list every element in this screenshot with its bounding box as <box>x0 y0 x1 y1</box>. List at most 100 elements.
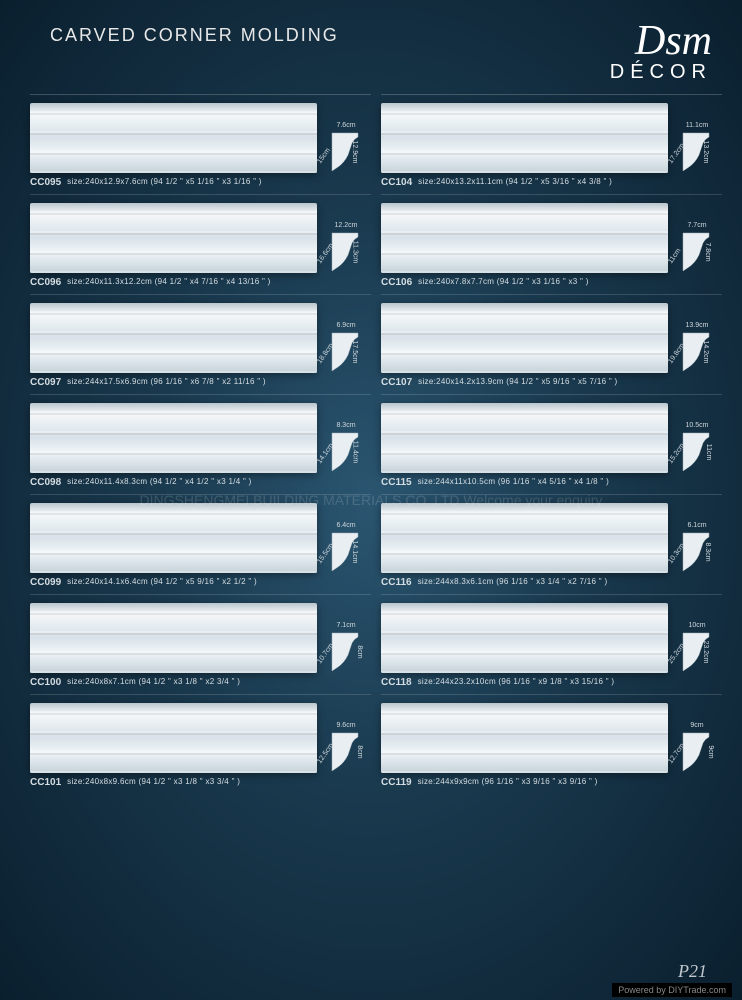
item-caption: CC106 size:240x7.8x7.7cm (94 1/2 " x3 1/… <box>381 277 722 288</box>
dimension-side: 7.8cm <box>704 242 711 261</box>
product-size: size:240x7.8x7.7cm (94 1/2 " x3 1/16 " x… <box>418 277 589 288</box>
dimension-side: 8cm <box>356 745 363 758</box>
product-size: size:240x8x7.1cm (94 1/2 " x3 1/8 " x2 3… <box>67 677 240 688</box>
dimension-top: 10.5cm <box>686 422 709 429</box>
dimension-side: 14.2cm <box>702 340 709 363</box>
dimension-top: 9.6cm <box>336 722 355 729</box>
profile-icon: 9cm 12.7cm <box>681 731 713 773</box>
dimension-side: 11cm <box>705 443 712 460</box>
catalog-item: 13.9cm 14.2cm 19.8cm CC107 size:240x14.2… <box>381 294 722 388</box>
brand-subtitle: DÉCOR <box>610 61 712 84</box>
dimension-side: 13.2cm <box>702 140 709 163</box>
item-caption: CC095 size:240x12.9x7.6cm (94 1/2 " x5 1… <box>30 177 371 188</box>
profile-icon: 11cm 15.2cm <box>681 431 713 473</box>
product-code: CC116 <box>381 577 412 588</box>
dimension-top: 6.9cm <box>336 322 355 329</box>
dimension-side: 8cm <box>356 645 363 658</box>
dimension-top: 12.2cm <box>335 222 358 229</box>
page-title: CARVED CORNER MOLDING <box>50 25 339 46</box>
dimension-top: 13.9cm <box>686 322 709 329</box>
product-code: CC097 <box>30 377 61 388</box>
catalog-item: 9cm 9cm 12.7cm CC119 size:244x9x9cm (96 … <box>381 694 722 788</box>
item-caption: CC101 size:240x8x9.6cm (94 1/2 " x3 1/8 … <box>30 777 371 788</box>
item-caption: CC098 size:240x11.4x8.3cm (94 1/2 " x4 1… <box>30 477 371 488</box>
profile-diagram: 7.7cm 7.8cm 11cm <box>672 222 722 273</box>
dimension-top: 8.3cm <box>336 422 355 429</box>
dimension-side: 11.3cm <box>351 240 358 262</box>
product-size: size:240x14.2x13.9cm (94 1/2 " x5 9/16 "… <box>418 377 617 388</box>
item-caption: CC097 size:244x17.5x6.9cm (96 1/16 " x6 … <box>30 377 371 388</box>
dimension-side: 8.3cm <box>704 542 711 561</box>
footer-credit: Powered by DIYTrade.com <box>612 983 732 997</box>
profile-diagram: 10cm 23.2cm 25.2cm <box>672 622 722 673</box>
product-size: size:240x11.4x8.3cm (94 1/2 " x4 1/2 " x… <box>67 477 252 488</box>
product-code: CC104 <box>381 177 412 188</box>
profile-diagram: 11.1cm 13.2cm 17.2cm <box>672 122 722 173</box>
dimension-side: 11.4cm <box>351 440 358 462</box>
molding-image <box>30 203 317 273</box>
item-caption: CC119 size:244x9x9cm (96 1/16 " x3 9/16 … <box>381 777 722 788</box>
catalog-item: 8.3cm 11.4cm 14.1cm CC098 size:240x11.4x… <box>30 394 371 488</box>
molding-image <box>30 603 317 673</box>
item-caption: CC099 size:240x14.1x6.4cm (94 1/2 " x5 9… <box>30 577 371 588</box>
left-column: 7.6cm 12.9cm 15cm CC095 size:240x12.9x7.… <box>30 94 371 794</box>
page-number: P21 <box>678 961 707 982</box>
profile-diagram: 7.1cm 8cm 10.7cm <box>321 622 371 673</box>
dimension-top: 11.1cm <box>686 122 708 129</box>
dimension-side: 17.5cm <box>351 340 358 363</box>
dimension-top: 6.1cm <box>687 522 706 529</box>
catalog-item: 7.6cm 12.9cm 15cm CC095 size:240x12.9x7.… <box>30 94 371 188</box>
product-code: CC101 <box>30 777 61 788</box>
profile-diagram: 10.5cm 11cm 15.2cm <box>672 422 722 473</box>
item-caption: CC107 size:240x14.2x13.9cm (94 1/2 " x5 … <box>381 377 722 388</box>
product-code: CC098 <box>30 477 61 488</box>
catalog-columns: 7.6cm 12.9cm 15cm CC095 size:240x12.9x7.… <box>0 94 742 794</box>
product-size: size:240x11.3x12.2cm (94 1/2 " x4 7/16 "… <box>67 277 271 288</box>
profile-diagram: 7.6cm 12.9cm 15cm <box>321 122 371 173</box>
molding-image <box>30 403 317 473</box>
catalog-item: 6.9cm 17.5cm 18.8cm CC097 size:244x17.5x… <box>30 294 371 388</box>
product-code: CC095 <box>30 177 61 188</box>
dimension-top: 7.1cm <box>336 622 355 629</box>
profile-diagram: 6.4cm 14.1cm 15.5cm <box>321 522 371 573</box>
product-code: CC096 <box>30 277 61 288</box>
item-caption: CC115 size:244x11x10.5cm (96 1/16 " x4 5… <box>381 477 722 488</box>
product-code: CC100 <box>30 677 61 688</box>
molding-image <box>30 503 317 573</box>
molding-image <box>381 603 668 673</box>
header: CARVED CORNER MOLDING Dsm DÉCOR <box>0 0 742 94</box>
brand-script: Dsm <box>610 25 712 59</box>
molding-image <box>381 703 668 773</box>
profile-icon: 12.9cm 15cm <box>330 131 362 173</box>
profile-icon: 14.2cm 19.8cm <box>681 331 713 373</box>
catalog-item: 11.1cm 13.2cm 17.2cm CC104 size:240x13.2… <box>381 94 722 188</box>
molding-image <box>381 503 668 573</box>
product-code: CC106 <box>381 277 412 288</box>
catalog-item: 9.6cm 8cm 12.5cm CC101 size:240x8x9.6cm … <box>30 694 371 788</box>
molding-image <box>381 203 668 273</box>
dimension-top: 10cm <box>688 622 705 629</box>
catalog-item: 12.2cm 11.3cm 16.6cm CC096 size:240x11.3… <box>30 194 371 288</box>
product-size: size:240x8x9.6cm (94 1/2 " x3 1/8 " x3 3… <box>67 777 240 788</box>
item-caption: CC118 size:244x23.2x10cm (96 1/16 " x9 1… <box>381 677 722 688</box>
product-code: CC119 <box>381 777 412 788</box>
product-size: size:240x14.1x6.4cm (94 1/2 " x5 9/16 " … <box>67 577 257 588</box>
profile-diagram: 6.1cm 8.3cm 10.3cm <box>672 522 722 573</box>
profile-icon: 8cm 10.7cm <box>330 631 362 673</box>
catalog-item: 10.5cm 11cm 15.2cm CC115 size:244x11x10.… <box>381 394 722 488</box>
profile-diagram: 12.2cm 11.3cm 16.6cm <box>321 222 371 273</box>
product-code: CC107 <box>381 377 412 388</box>
catalog-item: 6.1cm 8.3cm 10.3cm CC116 size:244x8.3x6.… <box>381 494 722 588</box>
profile-icon: 7.8cm 11cm <box>681 231 713 273</box>
brand-logo: Dsm DÉCOR <box>610 25 712 84</box>
item-caption: CC096 size:240x11.3x12.2cm (94 1/2 " x4 … <box>30 277 371 288</box>
product-size: size:244x8.3x6.1cm (96 1/16 " x3 1/4 " x… <box>418 577 608 588</box>
product-size: size:240x13.2x11.1cm (94 1/2 " x5 3/16 "… <box>418 177 612 188</box>
product-code: CC099 <box>30 577 61 588</box>
dimension-top: 9cm <box>690 722 703 729</box>
product-size: size:244x23.2x10cm (96 1/16 " x9 1/8 " x… <box>418 677 615 688</box>
profile-diagram: 8.3cm 11.4cm 14.1cm <box>321 422 371 473</box>
profile-icon: 14.1cm 15.5cm <box>330 531 362 573</box>
profile-icon: 13.2cm 17.2cm <box>681 131 713 173</box>
profile-icon: 23.2cm 25.2cm <box>681 631 713 673</box>
